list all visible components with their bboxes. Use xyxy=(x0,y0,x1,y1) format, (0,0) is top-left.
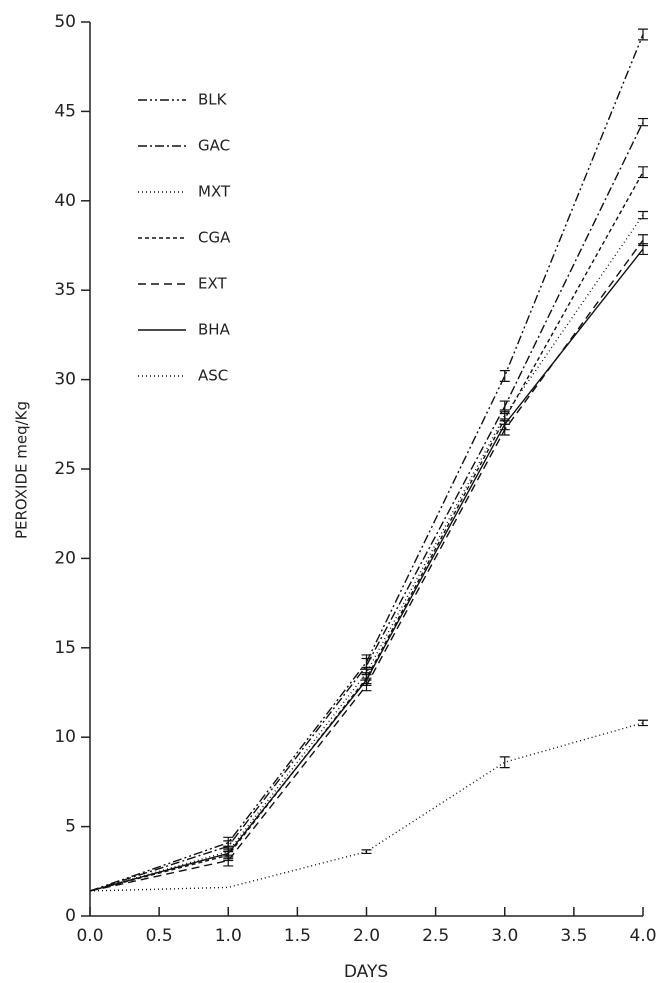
series-line xyxy=(89,248,644,892)
x-tick-label: 3.0 xyxy=(491,926,518,946)
x-tick-label: 2.5 xyxy=(422,926,449,946)
x-tick-label: 2.0 xyxy=(353,926,380,946)
x-tick-label: 1.0 xyxy=(215,926,242,946)
series-line xyxy=(89,722,644,892)
series-line xyxy=(89,214,644,892)
error-bar xyxy=(638,719,648,727)
x-tick-label: 0.0 xyxy=(76,926,103,946)
error-bar xyxy=(499,756,510,769)
x-tick-label: 4.0 xyxy=(629,926,656,946)
series-line xyxy=(89,34,644,892)
y-tick-label: 50 xyxy=(54,12,76,32)
y-tick-label: 20 xyxy=(54,548,76,568)
legend-label: GAC xyxy=(198,137,230,155)
x-tick-label: 3.5 xyxy=(560,926,587,946)
legend-label: BLK xyxy=(198,91,228,109)
error-bar xyxy=(361,674,372,686)
legend-label: MXT xyxy=(198,183,231,201)
legend-label: BHA xyxy=(198,321,231,339)
error-bar xyxy=(499,418,510,431)
error-bar xyxy=(223,847,234,860)
series-line xyxy=(89,239,644,892)
series-line xyxy=(89,171,644,892)
y-tick-label: 10 xyxy=(54,727,76,747)
series-line xyxy=(89,121,644,892)
x-tick-label: 1.5 xyxy=(284,926,311,946)
y-tick-label: 0 xyxy=(65,906,76,926)
y-tick-label: 30 xyxy=(54,370,76,390)
error-bar xyxy=(638,243,648,256)
y-tick-label: 5 xyxy=(65,817,76,837)
legend-label: CGA xyxy=(198,229,231,247)
error-bar xyxy=(638,166,648,179)
x-axis-label: DAYS xyxy=(344,962,388,982)
error-bar xyxy=(638,210,648,220)
y-tick-label: 45 xyxy=(54,101,76,121)
y-tick-label: 15 xyxy=(54,638,76,658)
error-bar xyxy=(638,117,648,127)
y-tick-label: 25 xyxy=(54,459,76,479)
y-axis-label: PEROXIDE meq/Kg xyxy=(13,401,31,539)
error-bar xyxy=(361,849,372,855)
legend-label: EXT xyxy=(198,275,227,293)
legend-label: ASC xyxy=(198,367,228,385)
y-tick-label: 35 xyxy=(54,280,76,300)
y-tick-label: 40 xyxy=(54,191,76,211)
error-bar xyxy=(499,370,510,382)
error-bar xyxy=(638,28,648,41)
x-tick-label: 0.5 xyxy=(146,926,173,946)
